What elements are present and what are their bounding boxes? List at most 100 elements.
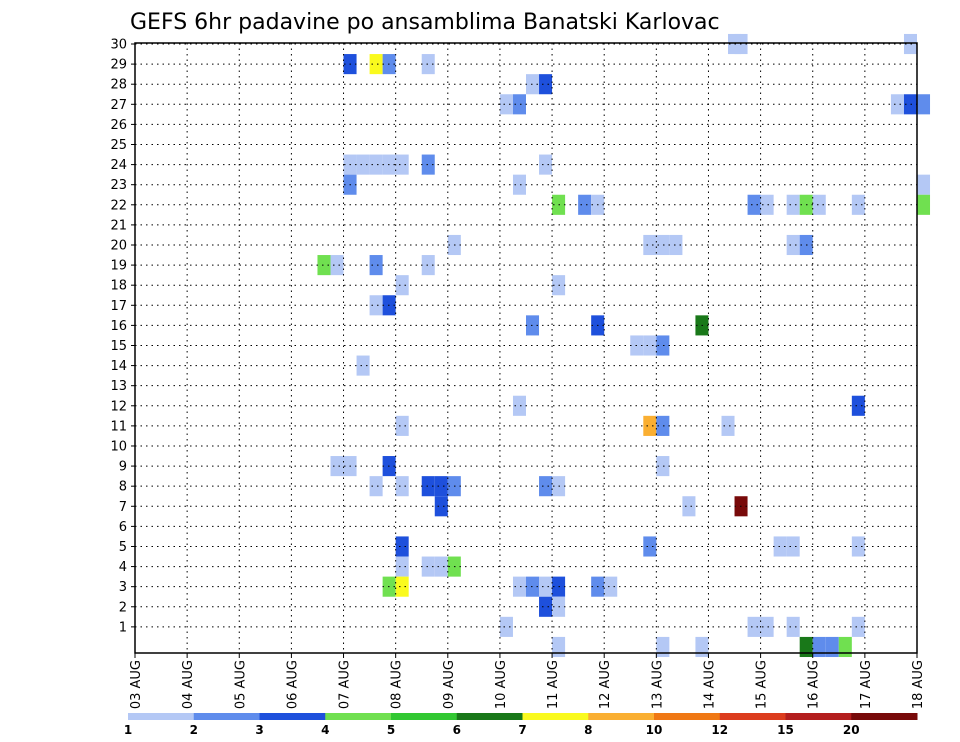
data-cell <box>369 295 383 316</box>
data-cell <box>434 496 448 517</box>
data-cell <box>786 536 800 557</box>
data-cell <box>786 616 800 637</box>
data-cell <box>395 576 409 597</box>
data-cell <box>434 556 448 577</box>
data-cell <box>421 556 435 577</box>
y-tick-label: 6 <box>119 520 127 535</box>
legend-label: 2 <box>190 723 198 737</box>
y-tick-label: 29 <box>110 58 127 73</box>
data-cell <box>773 536 787 557</box>
y-tick-label: 2 <box>119 600 127 615</box>
y-tick-label: 15 <box>110 339 127 354</box>
data-cell <box>669 234 683 256</box>
data-cell <box>512 94 526 115</box>
data-cell <box>421 476 435 497</box>
data-cell <box>838 636 852 658</box>
y-tick-label: 19 <box>110 259 127 274</box>
data-cell <box>656 335 670 356</box>
x-tick-label: 04 AUG <box>181 660 196 709</box>
x-tick-label: 15 AUG <box>755 660 770 709</box>
data-cell <box>578 194 592 215</box>
y-tick-label: 8 <box>119 480 127 495</box>
data-cell <box>747 616 761 637</box>
data-cell <box>526 74 540 95</box>
legend-swatch <box>588 713 655 720</box>
data-cell <box>552 636 566 658</box>
x-tick-label: 18 AUG <box>911 660 926 709</box>
x-axis: 03 AUG 04 AUG 05 AUG 06 AUG 07 AUG 08 AUG 09 A… <box>129 653 926 709</box>
data-cell <box>369 54 383 75</box>
legend-swatch <box>719 713 786 720</box>
chart-title: GEFS 6hr padavine po ansamblima Banatski… <box>130 10 720 35</box>
legend-label: 12 <box>711 723 728 737</box>
legend-swatch <box>522 713 589 720</box>
legend-label: 15 <box>777 723 794 737</box>
y-tick-label: 21 <box>110 218 127 233</box>
y-tick-label: 23 <box>110 178 127 193</box>
data-cell <box>851 194 865 215</box>
data-cell <box>369 154 383 175</box>
y-tick-label: 16 <box>110 319 127 334</box>
x-tick-label: 09 AUG <box>442 660 457 709</box>
y-tick-label: 4 <box>119 560 127 575</box>
data-cell <box>539 74 553 95</box>
y-tick-label: 24 <box>110 158 127 173</box>
data-cell <box>395 476 409 497</box>
data-cell <box>656 636 670 658</box>
data-cell <box>526 315 540 336</box>
y-axis: 1234567891011121314151617181920212223242… <box>110 38 135 635</box>
grid-layer <box>134 43 918 653</box>
legend-label: 5 <box>387 723 395 737</box>
legend-swatch <box>259 713 326 720</box>
y-tick-label: 10 <box>110 439 127 454</box>
data-cell <box>526 576 540 597</box>
data-cell <box>656 415 670 436</box>
data-cell <box>499 616 513 637</box>
legend-label: 3 <box>255 723 263 737</box>
y-tick-label: 25 <box>110 138 127 153</box>
data-cell <box>512 576 526 597</box>
y-tick-label: 22 <box>110 198 127 213</box>
data-cell <box>317 255 331 276</box>
data-cell <box>395 415 409 436</box>
data-cell <box>395 556 409 577</box>
legend-label: 8 <box>584 723 592 737</box>
data-cell <box>356 355 370 376</box>
data-cell <box>643 335 657 356</box>
y-tick-label: 12 <box>110 399 127 414</box>
data-cell <box>851 395 865 416</box>
data-cell <box>890 94 904 115</box>
x-tick-label: 11 AUG <box>546 660 561 709</box>
data-cell <box>656 234 670 256</box>
data-cell <box>786 194 800 215</box>
y-tick-label: 28 <box>110 78 127 93</box>
y-tick-label: 20 <box>110 238 127 253</box>
legend-swatch <box>325 713 392 720</box>
legend-label: 10 <box>646 723 663 737</box>
legend-label: 6 <box>453 723 461 737</box>
y-tick-label: 1 <box>119 620 127 635</box>
x-tick-label: 10 AUG <box>494 660 509 709</box>
cells-layer <box>317 33 931 658</box>
data-cell <box>330 255 344 276</box>
data-cell <box>604 576 618 597</box>
data-cell <box>799 636 813 658</box>
x-tick-label: 12 AUG <box>598 660 613 709</box>
data-cell <box>643 415 657 436</box>
data-cell <box>330 456 344 477</box>
x-tick-label: 05 AUG <box>233 660 248 709</box>
legend-label: 1 <box>124 723 132 737</box>
legend-swatch <box>654 713 721 720</box>
data-cell <box>643 536 657 557</box>
y-tick-label: 13 <box>110 379 127 394</box>
data-cell <box>760 194 774 215</box>
legend-swatch <box>128 713 195 720</box>
data-cell <box>395 536 409 557</box>
y-tick-label: 9 <box>119 460 127 475</box>
data-cell <box>682 496 696 517</box>
plot-frame <box>134 42 918 654</box>
data-cell <box>721 415 735 436</box>
data-cell <box>539 476 553 497</box>
y-tick-label: 11 <box>110 419 127 434</box>
data-cell <box>499 94 513 115</box>
